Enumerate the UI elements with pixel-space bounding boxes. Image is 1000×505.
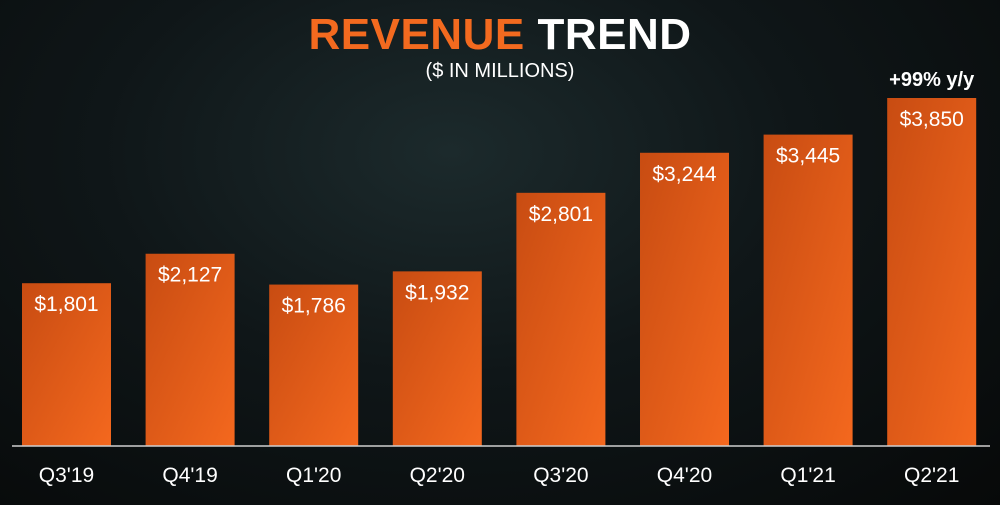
growth-annotation: +99% y/y [889, 69, 975, 91]
x-tick-label: Q4'20 [657, 464, 712, 487]
bar-Q1'20 [269, 284, 359, 446]
chart-title-highlight: REVENUE [308, 10, 525, 59]
x-tick-label: Q3'20 [533, 464, 588, 487]
bar-Q2'21 [887, 98, 977, 446]
x-tick-label: Q1'20 [286, 464, 341, 487]
data-label: $3,445 [776, 145, 840, 168]
bar-Q3'20 [516, 192, 606, 446]
labels-group: $1,801 Q3'19 $2,127 Q4'19 $1,786 Q1'20 $1,932 Q… [34, 69, 975, 487]
data-label: $2,127 [158, 264, 222, 287]
bar-Q4'19 [145, 253, 235, 446]
x-tick-label: Q2'20 [410, 464, 465, 487]
x-tick-label: Q3'19 [39, 464, 94, 487]
data-label: $1,801 [34, 293, 98, 316]
data-label: $3,244 [652, 163, 717, 186]
x-tick-label: Q2'21 [904, 464, 959, 487]
bars-group [22, 98, 977, 446]
x-tick-label: Q4'19 [162, 464, 217, 487]
chart-title-rest: TREND [537, 10, 692, 59]
bar-Q4'20 [640, 152, 729, 446]
bar-Q1'21 [763, 134, 853, 446]
data-label: $3,850 [900, 108, 964, 131]
data-label: $2,801 [529, 203, 593, 226]
chart-title: REVENUE TREND [0, 10, 1000, 60]
data-label: $1,932 [405, 281, 469, 304]
bar-Q2'20 [392, 271, 482, 446]
bar-Q3'19 [22, 283, 111, 446]
x-tick-label: Q1'21 [780, 464, 835, 487]
chart-subtitle: ($ IN MILLIONS) [425, 60, 575, 82]
data-label: $1,786 [282, 295, 346, 318]
